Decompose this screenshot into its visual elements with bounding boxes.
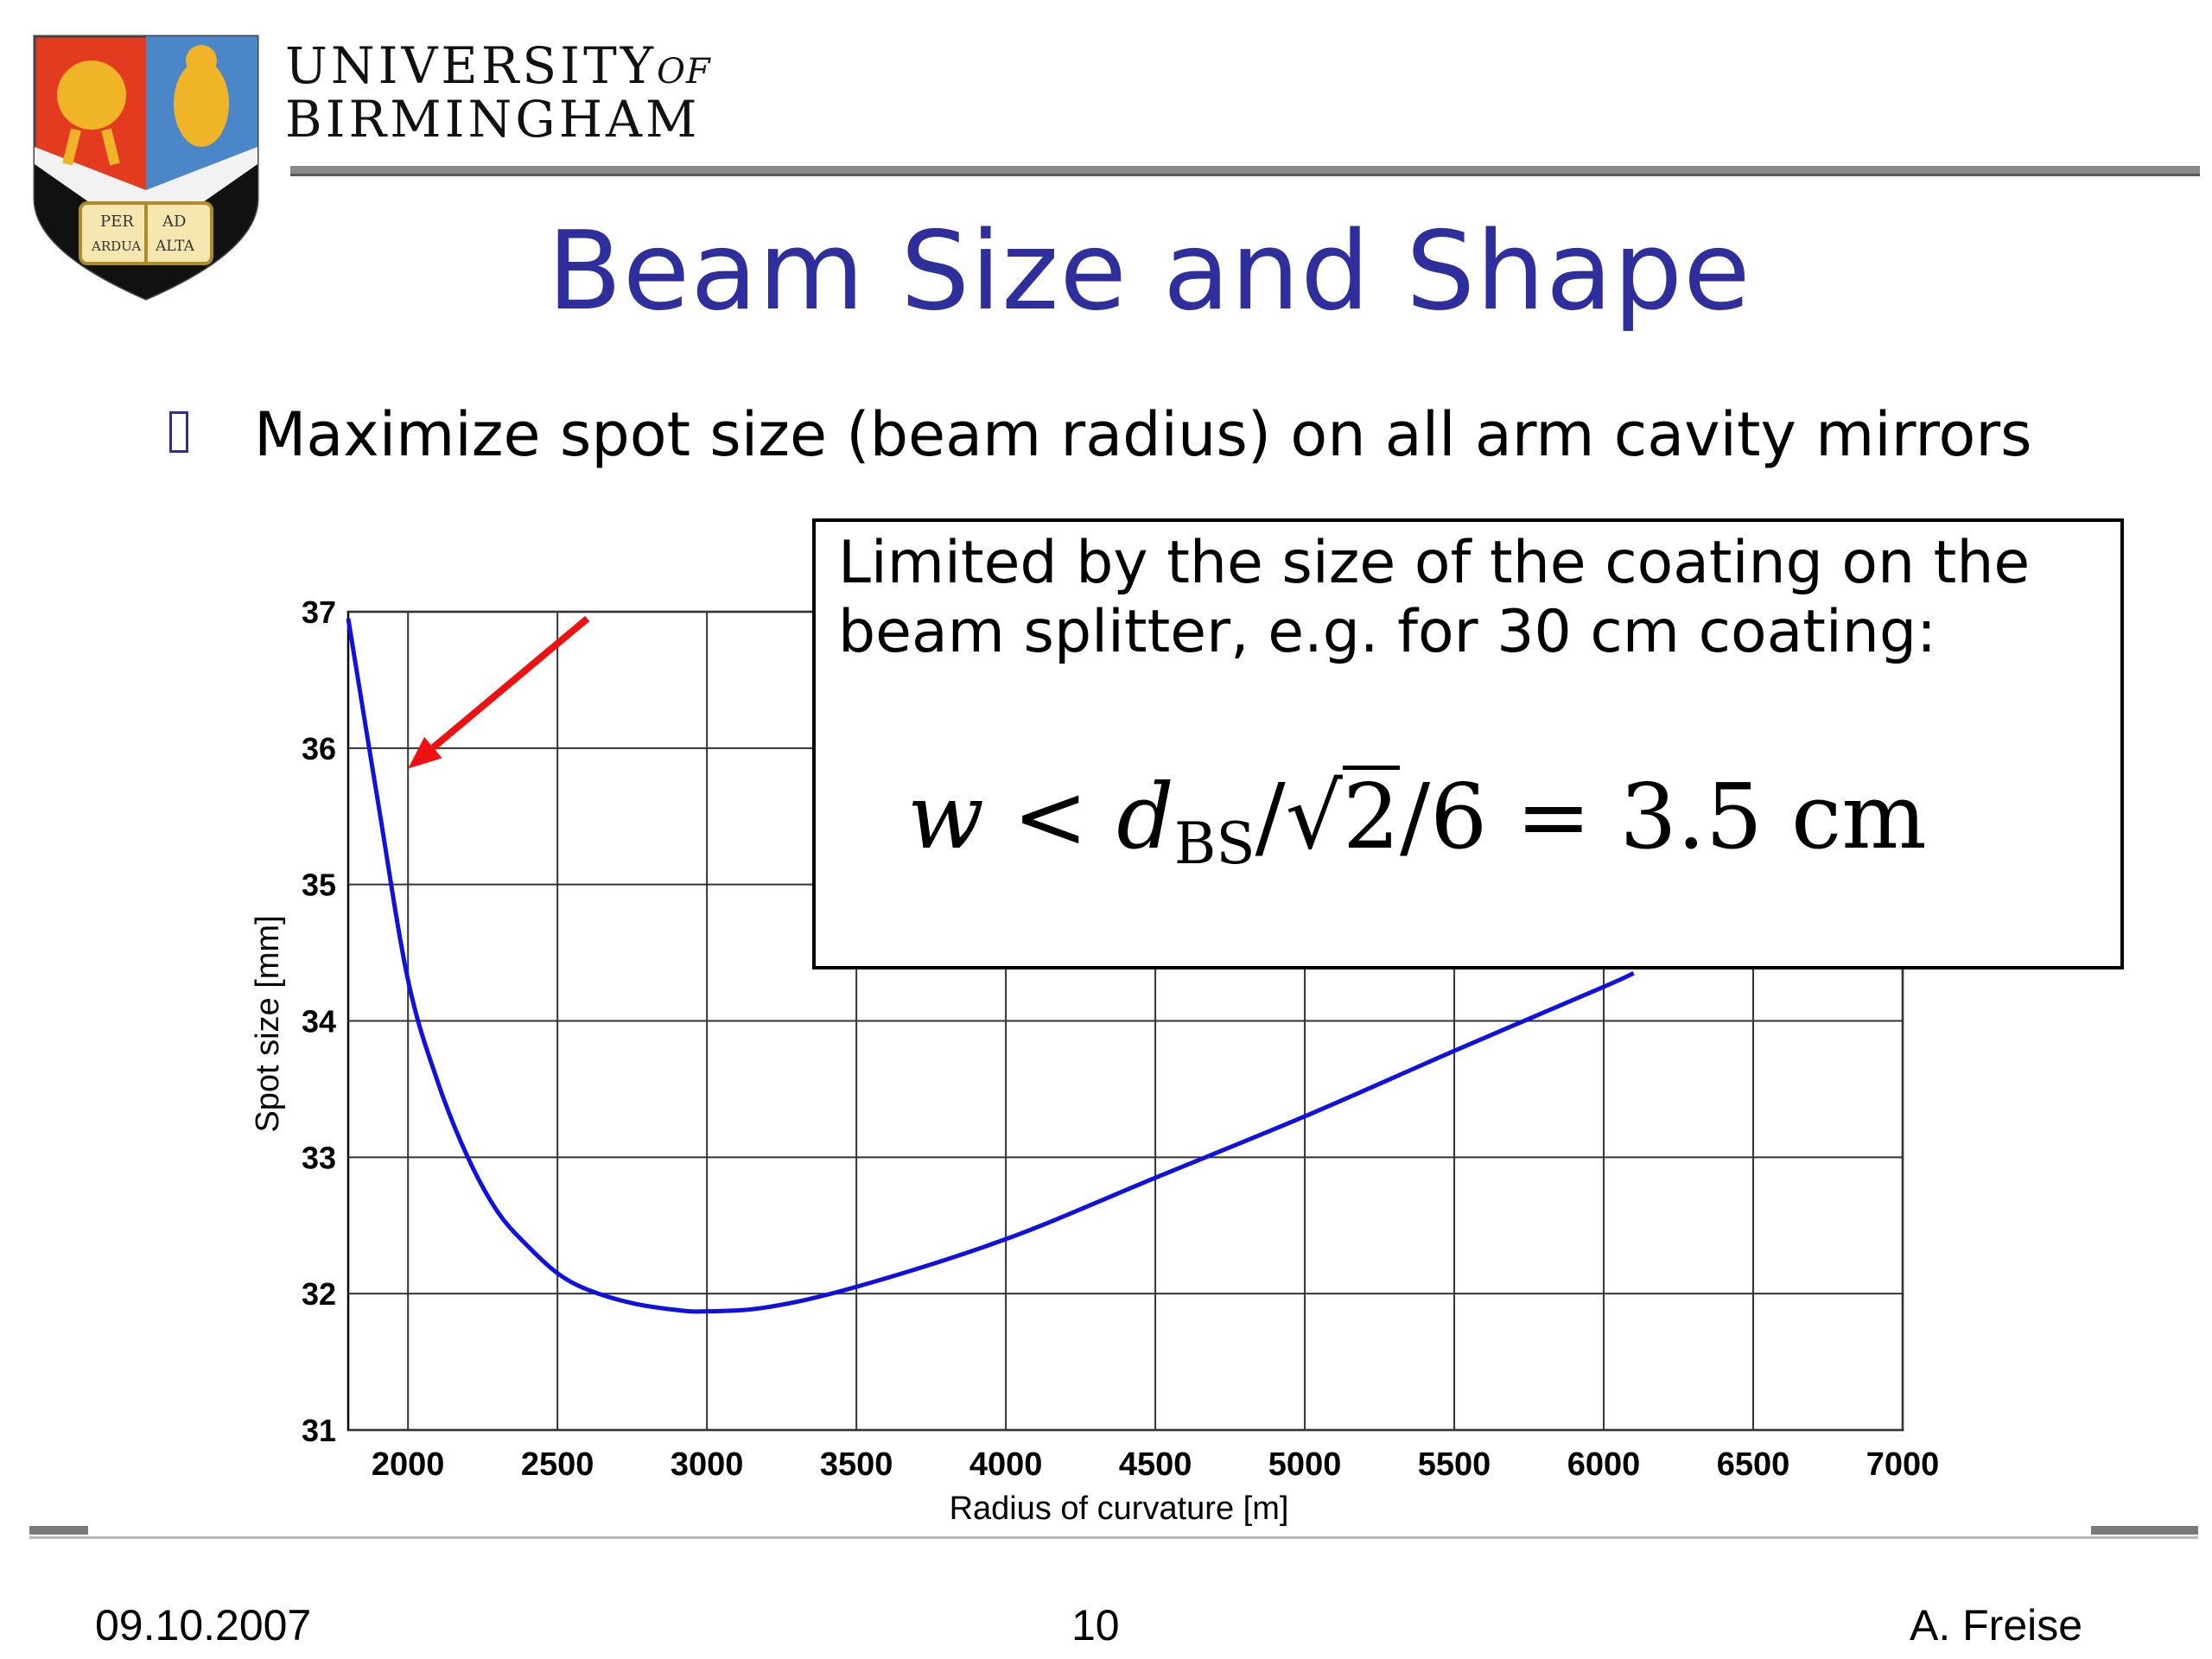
x-tick-label: 4500 xyxy=(1119,1446,1192,1483)
x-tick-label: 5000 xyxy=(1268,1446,1342,1483)
x-tick-label: 7000 xyxy=(1866,1446,1940,1483)
x-tick-label: 3000 xyxy=(671,1446,744,1483)
crest-motto-per: PER xyxy=(100,213,134,231)
y-tick-label: 33 xyxy=(302,1140,336,1175)
x-tick-label: 5500 xyxy=(1418,1446,1491,1483)
bullet-text: Maximize spot size (beam radius) on all … xyxy=(254,399,2032,470)
x-tick-label: 2500 xyxy=(521,1446,594,1483)
x-axis-label: Radius of curvature [m] xyxy=(950,1491,1289,1527)
y-tick-label: 35 xyxy=(302,868,336,903)
footer-divider xyxy=(29,1536,2198,1539)
red-arrow-head xyxy=(408,736,442,769)
university-crest-logo: PER AD ARDUA ALTA xyxy=(33,35,259,301)
slide-title: Beam Size and Shape xyxy=(547,207,1751,334)
x-tick-label: 2000 xyxy=(372,1446,445,1483)
university-of: OF xyxy=(657,52,711,92)
y-axis-label: Spot size [mm] xyxy=(250,915,286,1132)
footer-author: A. Freise xyxy=(1910,1601,2083,1649)
university-name-line1: UNIVERSITYOF xyxy=(285,36,711,95)
x-tick-label: 4000 xyxy=(969,1446,1043,1483)
y-tick-label: 34 xyxy=(302,1004,336,1039)
y-tick-label: 32 xyxy=(302,1276,336,1312)
header-divider xyxy=(290,166,2200,174)
note-text: Limited by the size of the coating on th… xyxy=(838,529,2031,666)
note-formula: w < dBS/√2/6 = 3.5 cm xyxy=(907,764,1927,877)
chart-ticks: 2000 2500 3000 3500 4000 4500 5000 5500 6000 6500… xyxy=(302,594,1939,1483)
bullet-box-icon xyxy=(169,411,188,453)
university-name-line2: BIRMINGHAM xyxy=(285,90,701,149)
footer-page-number: 10 xyxy=(1071,1601,1120,1649)
y-tick-label: 37 xyxy=(302,594,336,630)
chart-annotation xyxy=(408,615,590,769)
spot-size-curve xyxy=(346,618,1635,1314)
coating-limit-note: Limited by the size of the coating on th… xyxy=(812,518,2124,969)
footer-rule-right xyxy=(2091,1526,2198,1535)
footer-date: 09.10.2007 xyxy=(95,1601,312,1649)
chart-series xyxy=(346,618,1635,1314)
x-tick-label: 3500 xyxy=(820,1446,893,1483)
crest-motto-alta: ALTA xyxy=(155,238,195,255)
red-arrow-line xyxy=(430,615,590,751)
crest-motto-ardua: ARDUA xyxy=(91,238,141,254)
y-tick-label: 36 xyxy=(302,731,336,766)
x-tick-label: 6500 xyxy=(1717,1446,1790,1483)
footer-rule-left xyxy=(29,1526,88,1535)
y-tick-label: 31 xyxy=(302,1413,336,1448)
crest-motto-ad: AD xyxy=(162,213,186,231)
x-tick-label: 6000 xyxy=(1567,1446,1641,1483)
